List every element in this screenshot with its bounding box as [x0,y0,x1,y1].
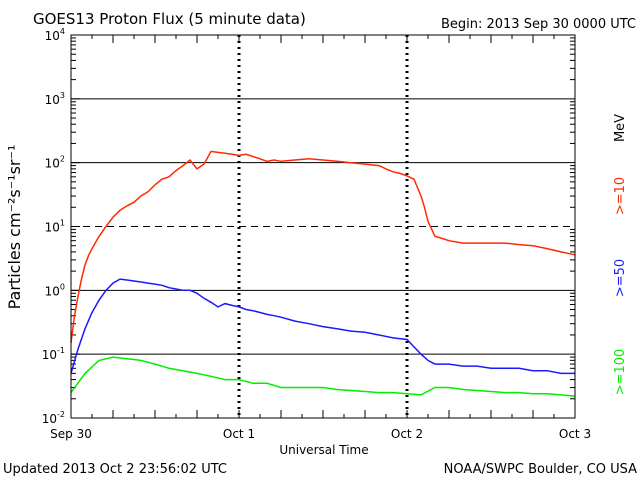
source-credit: NOAA/SWPC Boulder, CO USA [444,462,637,477]
x-tick-label: Oct 3 [559,427,591,441]
series-line [70,278,575,375]
legend-unit: MeV [613,114,628,142]
y-axis-label: Particles cm⁻²s⁻¹sr⁻¹ [5,145,24,310]
updated-timestamp: Updated 2013 Oct 2 23:56:02 UTC [3,462,227,477]
legend-entry: >=100 [613,349,628,396]
y-tick-label: 102 [45,155,65,171]
legend-entry: >=10 [613,177,628,215]
y-tick-label: 103 [45,91,65,107]
chart-title: GOES13 Proton Flux (5 minute data) [33,10,306,28]
legend-entry: >=50 [613,259,628,297]
begin-time-label: Begin: 2013 Sep 30 0000 UTC [441,17,636,32]
plot-frame [70,34,576,419]
x-tick-label: Oct 2 [391,427,423,441]
x-tick-label: Oct 1 [223,427,255,441]
x-tick-label: Sep 30 [50,427,92,441]
plot-area: 10-2 10-1 100 101 102 103 104 Sep 30 Oct 1 Oct 2 O… [42,27,591,441]
legend: MeV >=10 >=50 >=100 [613,114,628,395]
y-tick-label: 101 [45,219,65,235]
series-line [70,356,576,397]
y-tick-label: 10-2 [42,410,65,426]
y-tick-label: 100 [45,282,65,298]
y-tick-label: 104 [45,27,65,43]
series-line [70,150,576,343]
x-axis-label: Universal Time [279,443,368,457]
y-tick-label: 10-1 [42,346,65,362]
